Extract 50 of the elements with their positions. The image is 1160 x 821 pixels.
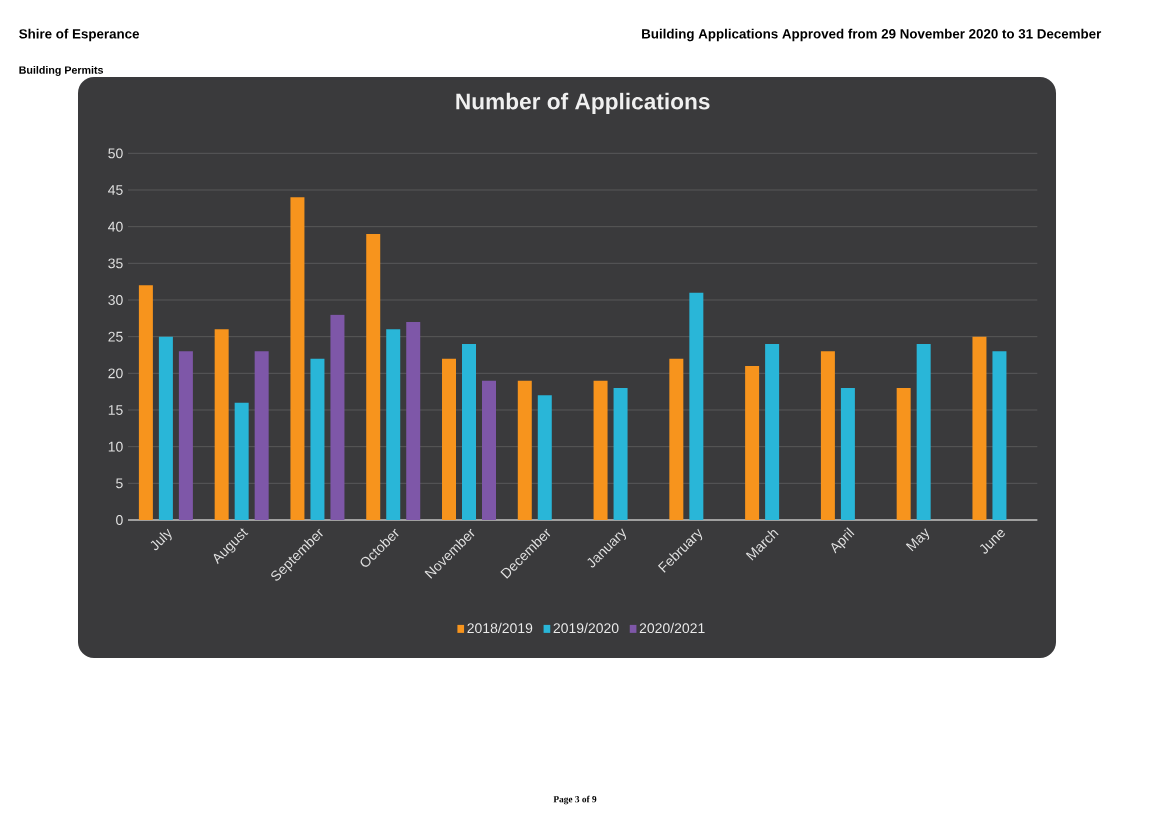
bar [689,292,704,520]
bar [517,380,532,520]
x-tick-label: July [150,528,172,551]
y-tick-label: 45 [108,185,123,195]
bar [972,336,987,520]
bar [593,380,608,520]
bar [158,336,173,520]
bar [214,329,229,520]
bar [896,388,911,520]
text: Shire of Esperance [19,28,140,42]
bar [178,351,193,520]
y-tick-label: 15 [108,405,123,415]
bar [366,234,381,520]
bar [462,344,476,520]
y-tick-label: 30 [108,295,123,305]
bar [992,351,1007,520]
bar [138,285,153,520]
text: Building Permits [19,65,104,76]
legend-label: 2019/2020 [553,622,619,634]
y-tick-label: 5 [116,478,123,489]
legend-label: 2020/2021 [639,622,705,634]
bar [234,402,249,520]
bar [669,358,684,520]
legend-label: 2018/2019 [467,622,533,634]
bar [765,344,780,520]
bar [482,380,496,520]
bar [537,395,552,520]
bar [820,351,835,520]
y-tick-label: 20 [108,368,123,379]
bar [330,314,345,520]
y-tick-label: 25 [108,331,123,342]
bar [406,322,421,520]
bar [745,366,760,520]
y-tick-label: 0 [116,515,123,525]
bar [254,351,269,520]
bar [442,358,457,520]
bar [916,344,931,520]
bar [386,329,401,520]
y-tick-label: 40 [108,221,123,232]
text: Page 3 of 9 [553,795,597,805]
bar [290,197,305,520]
chart-title: Number of Applications [456,92,710,114]
bar [310,358,325,520]
text: Building Applications Approved from 29 November 2020 to 31 December [642,28,1102,42]
y-tick-label: 50 [108,148,123,159]
x-tick-label: May [905,528,930,552]
bar [840,388,855,520]
y-tick-label: 10 [108,441,123,452]
bar [613,388,628,520]
y-tick-label: 35 [108,258,123,269]
